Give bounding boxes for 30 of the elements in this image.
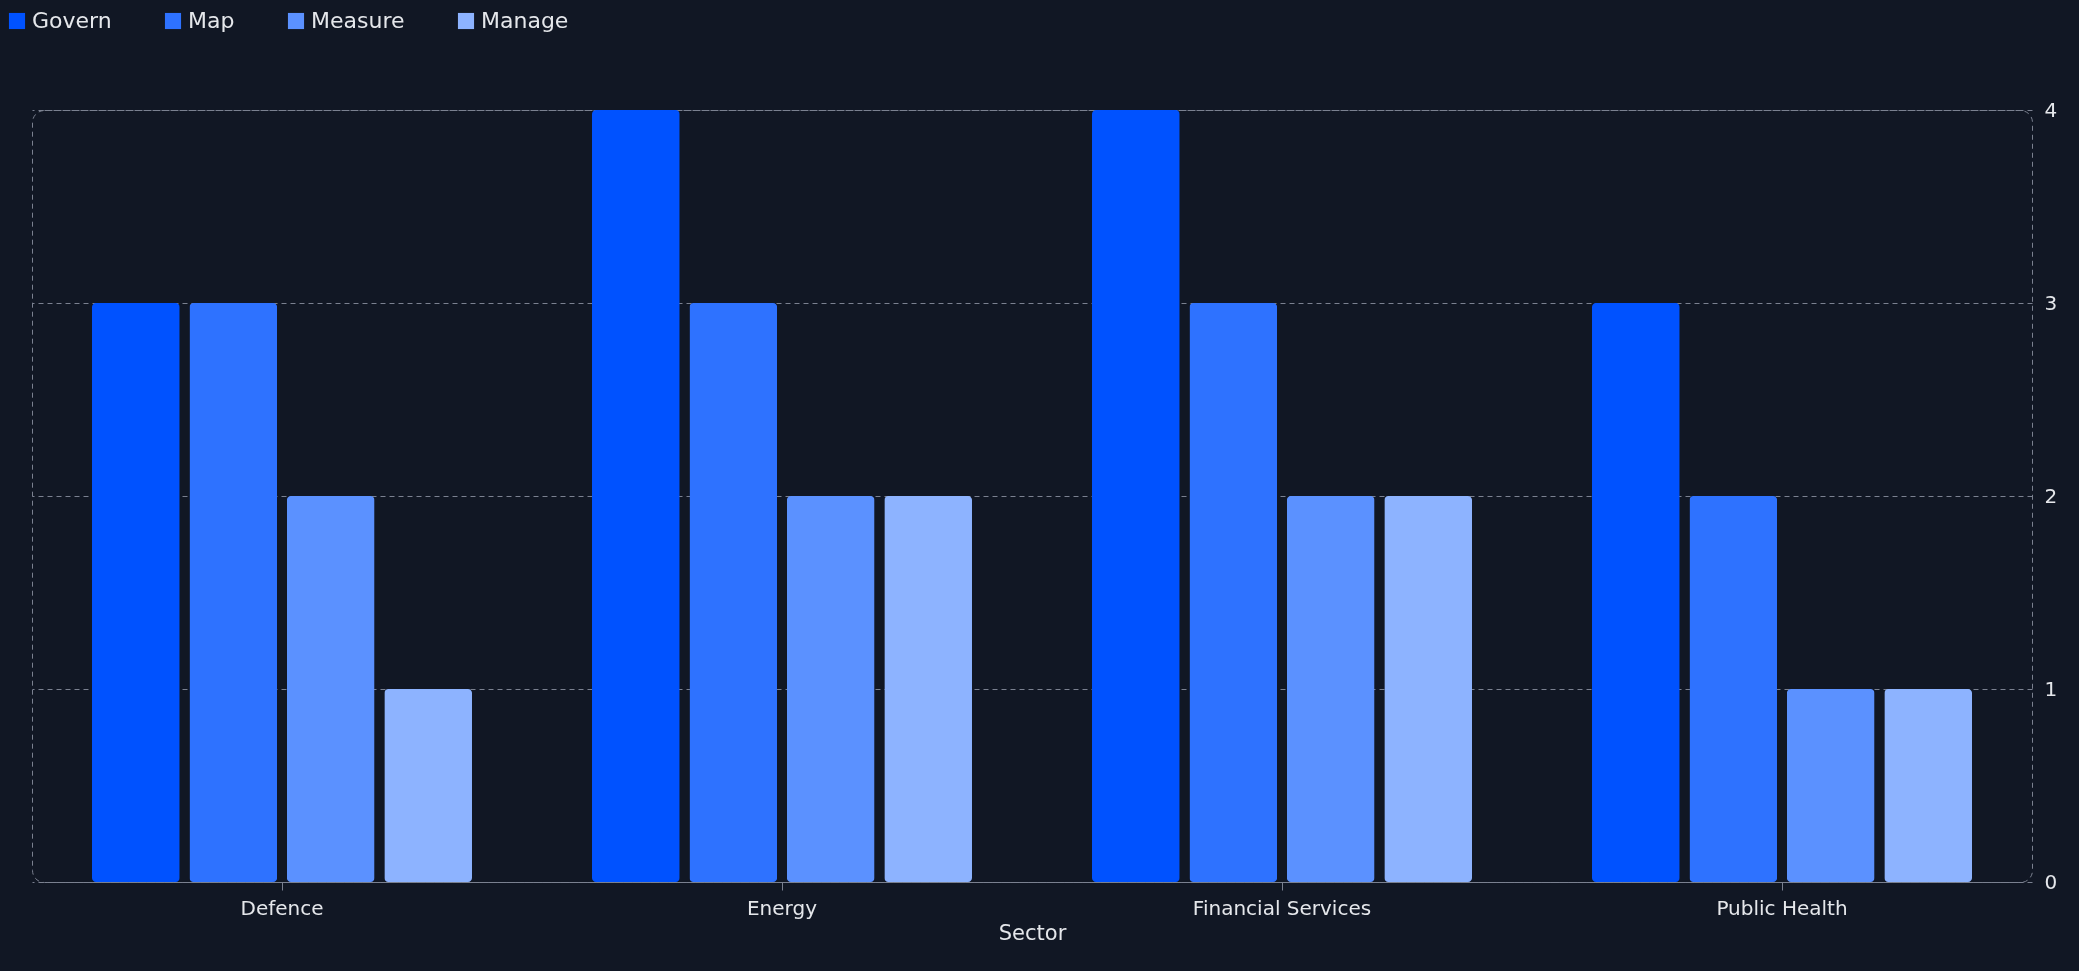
bar	[1189, 303, 1278, 882]
y-tick-label: 2	[2044, 483, 2058, 508]
y-tick-label: 0	[2044, 869, 2058, 894]
bar	[189, 303, 278, 882]
bar	[1092, 110, 1180, 882]
x-tick-label: Financial Services	[1192, 895, 1372, 920]
y-tick-label: 1	[2044, 676, 2058, 701]
bar	[1384, 496, 1472, 882]
legend-label: Manage	[481, 8, 569, 33]
legend-label: Govern	[32, 8, 112, 33]
bar	[592, 110, 680, 882]
bar	[1689, 496, 1778, 882]
legend-label: Map	[188, 8, 235, 33]
x-tick-label: Defence	[240, 895, 324, 920]
bar	[1884, 689, 1972, 882]
x-tick-label: Public Health	[1716, 895, 1848, 920]
bar	[689, 303, 778, 882]
bar	[1592, 303, 1680, 882]
bar	[286, 496, 375, 882]
y-tick-label: 3	[2044, 290, 2058, 315]
bar	[786, 496, 875, 882]
bar	[1286, 496, 1375, 882]
y-tick-label: 4	[2044, 97, 2058, 122]
bar	[384, 689, 472, 882]
x-tick-label: Energy	[746, 895, 818, 920]
bar	[92, 303, 180, 882]
x-axis-title: Sector	[998, 920, 1067, 945]
legend-label: Measure	[311, 8, 405, 33]
bar	[1786, 689, 1875, 882]
bar	[884, 496, 972, 882]
